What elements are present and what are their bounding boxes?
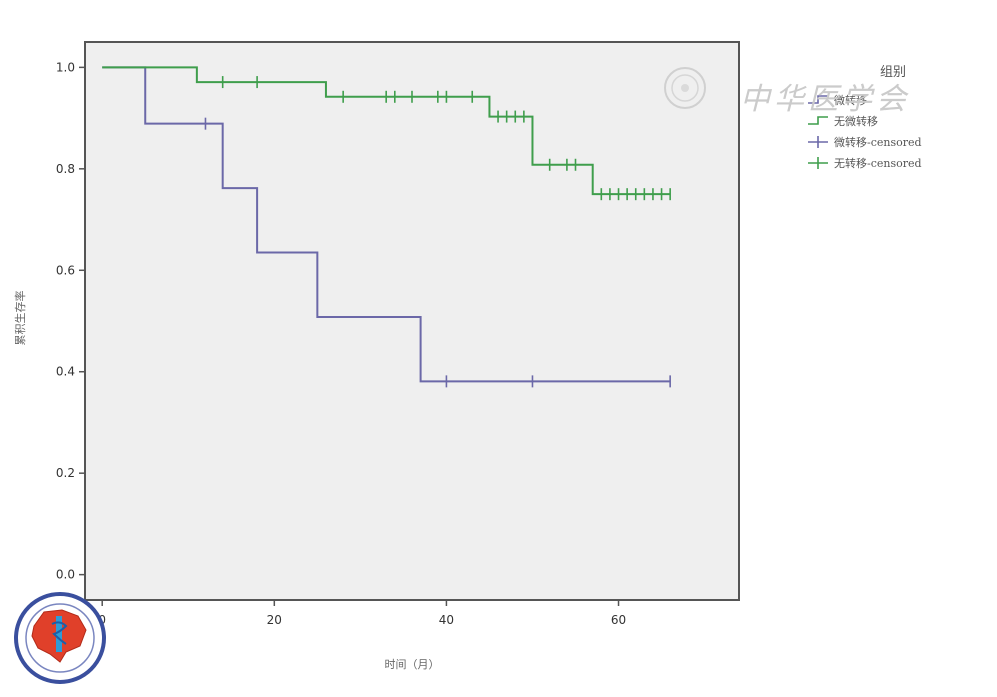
x-axis-title: 时间（月）	[385, 658, 440, 671]
x-tick-label: 40	[439, 613, 454, 627]
km-curve-1	[102, 66, 671, 383]
y-tick-label: 0.6	[56, 263, 75, 277]
legend-label: 无微转移	[834, 114, 878, 128]
x-tick-label: 20	[267, 613, 282, 627]
plot-area	[84, 41, 740, 601]
y-tick-label: 0.2	[56, 466, 75, 480]
legend-label: 无转移-censored	[834, 156, 922, 170]
legend-label: 微转移	[834, 93, 867, 107]
series-layer	[102, 66, 671, 388]
y-tick-label: 0.8	[56, 162, 75, 176]
legend-line-swatch	[808, 95, 828, 104]
y-tick-label: 0.0	[56, 568, 75, 582]
watermark-text: 中华医学会	[740, 82, 910, 117]
x-tick-label: 60	[611, 613, 626, 627]
medical-association-seal-icon	[664, 67, 706, 109]
watermark	[664, 67, 706, 109]
km-curve-2	[102, 66, 671, 196]
legend-line-swatch	[808, 116, 828, 125]
y-tick-label: 1.0	[56, 60, 75, 74]
y-axis-title: 累积生存率	[13, 291, 27, 346]
journal-map-logo-icon	[14, 592, 106, 684]
y-tick-label: 0.4	[56, 365, 75, 379]
legend-label: 微转移-censored	[834, 135, 922, 149]
legend-title: 组别	[880, 65, 906, 80]
